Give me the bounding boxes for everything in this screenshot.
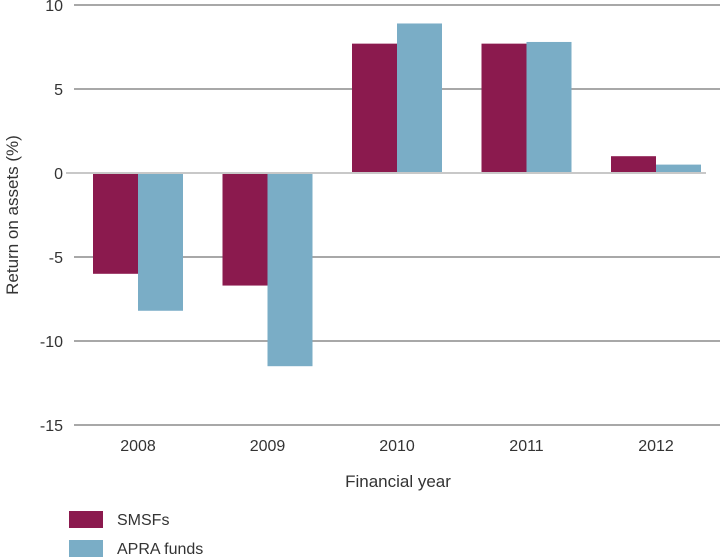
y-tick-label: 10 xyxy=(45,0,63,15)
bar-smsfs-2012 xyxy=(611,156,656,173)
y-tick-label: 5 xyxy=(54,82,63,99)
bars xyxy=(93,23,701,367)
x-axis-ticks: 2008 2009 2010 2011 2012 xyxy=(120,438,674,455)
bar-apra-funds-2009 xyxy=(267,173,313,367)
bar-smsfs-2011 xyxy=(481,43,527,173)
y-tick-label: -10 xyxy=(40,334,63,351)
y-axis-ticks: 10 5 0 -5 -10 -15 xyxy=(40,0,63,435)
bar-apra-funds-2011 xyxy=(526,41,572,174)
legend-label: SMSFs xyxy=(117,512,169,529)
y-tick-label: -5 xyxy=(49,250,63,267)
legend: SMSFs APRA funds xyxy=(69,511,203,558)
x-tick-label: 2012 xyxy=(638,438,674,455)
x-tick-label: 2008 xyxy=(120,438,156,455)
legend-label: APRA funds xyxy=(117,541,203,558)
x-tick-label: 2010 xyxy=(379,438,415,455)
legend-swatch-smsfs xyxy=(69,511,103,528)
bar-apra-funds-2008 xyxy=(138,173,183,311)
y-axis-title: Return on assets (%) xyxy=(3,135,22,295)
x-tick-label: 2009 xyxy=(250,438,286,455)
legend-swatch-apra-funds xyxy=(69,540,103,557)
y-tick-label: -15 xyxy=(40,418,63,435)
bar-apra-funds-2010 xyxy=(397,23,442,174)
bar-smsfs-2008 xyxy=(93,173,138,274)
x-axis-title: Financial year xyxy=(345,472,451,491)
bar-apra-funds-2012 xyxy=(656,164,701,173)
bar-smsfs-2010 xyxy=(352,43,397,173)
bar-smsfs-2009 xyxy=(222,173,268,286)
y-tick-label: 0 xyxy=(54,166,63,183)
x-tick-label: 2011 xyxy=(509,438,544,455)
